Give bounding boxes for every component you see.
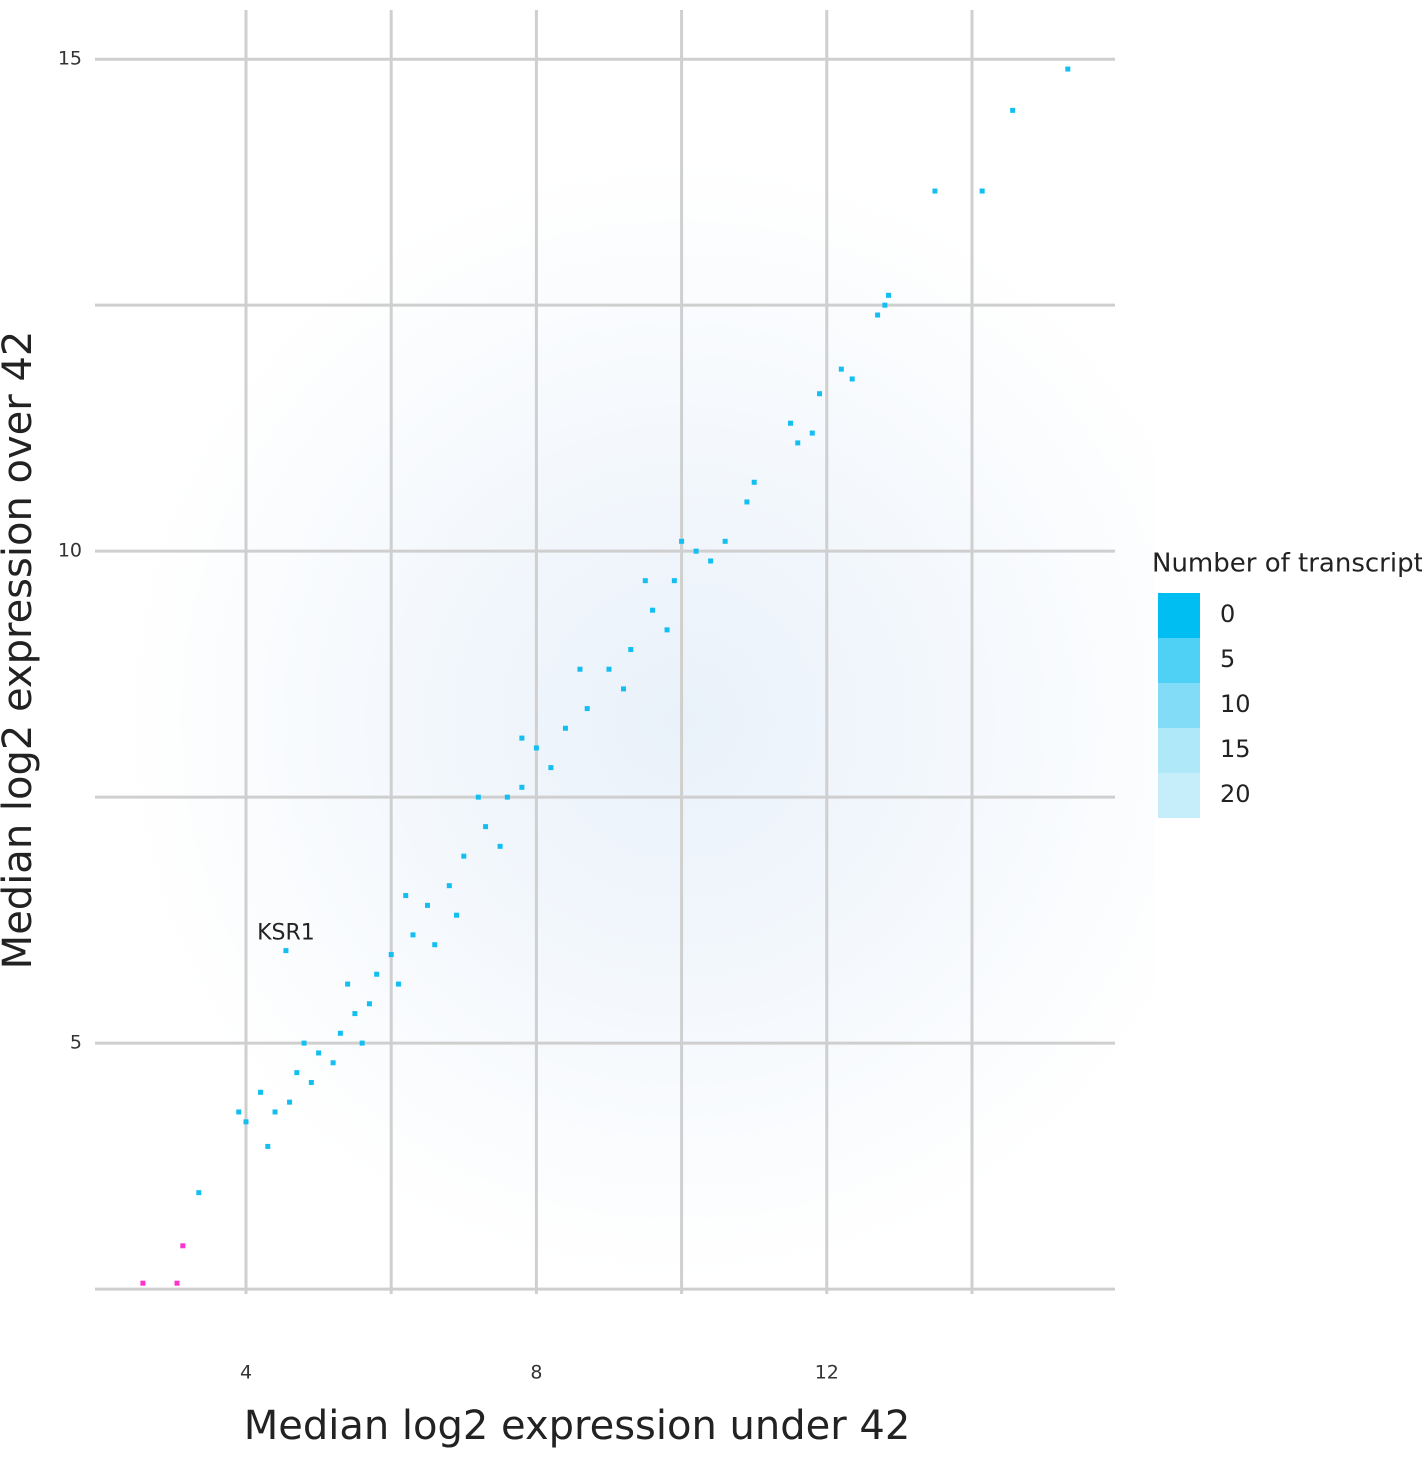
point — [403, 893, 409, 899]
legend-swatch — [1158, 638, 1200, 683]
point — [979, 188, 985, 194]
point — [366, 1001, 372, 1007]
point — [744, 499, 750, 505]
x-axis-title: Median log2 expression under 42 — [244, 1403, 911, 1449]
point — [243, 1119, 249, 1125]
point — [272, 1109, 278, 1115]
point — [795, 440, 801, 446]
point — [519, 784, 525, 790]
point — [621, 686, 627, 692]
legend-swatch — [1158, 593, 1200, 638]
point — [751, 479, 757, 485]
point — [388, 952, 394, 958]
point — [693, 548, 699, 554]
point — [533, 745, 539, 751]
point — [722, 538, 728, 544]
point — [708, 558, 714, 564]
point — [174, 1280, 180, 1286]
point — [628, 647, 634, 653]
point — [1065, 66, 1071, 72]
point — [642, 578, 648, 584]
point — [454, 912, 460, 918]
point — [424, 902, 430, 908]
point — [562, 725, 568, 731]
point — [932, 188, 938, 194]
legend-label: 0 — [1220, 600, 1235, 628]
legend-label: 10 — [1220, 690, 1251, 718]
point — [359, 1040, 365, 1046]
y-tick-label: 5 — [70, 1032, 82, 1054]
point — [283, 948, 289, 954]
point — [817, 391, 823, 397]
point — [885, 292, 891, 298]
point — [504, 794, 510, 800]
point — [519, 735, 525, 741]
point — [548, 765, 554, 771]
legend-label: 20 — [1220, 780, 1251, 808]
point — [838, 366, 844, 372]
point — [374, 971, 380, 977]
point — [294, 1070, 300, 1076]
legend-swatch — [1158, 728, 1200, 773]
point — [650, 607, 656, 613]
point — [410, 932, 416, 938]
point — [265, 1143, 271, 1149]
point — [882, 302, 888, 308]
legend-swatch — [1158, 773, 1200, 818]
point — [316, 1050, 322, 1056]
x-tick-label: 12 — [815, 1362, 839, 1384]
point — [337, 1030, 343, 1036]
point — [584, 706, 590, 712]
x-tick-label: 8 — [530, 1362, 542, 1384]
point — [679, 538, 685, 544]
point — [475, 794, 481, 800]
point — [497, 843, 503, 849]
point — [809, 430, 815, 436]
point — [330, 1060, 336, 1066]
x-tick-label: 4 — [240, 1362, 252, 1384]
legend-title: Number of transcripts — [1152, 549, 1422, 579]
density-background — [95, 0, 1155, 1469]
annotation: KSR1 — [257, 921, 315, 946]
point — [875, 312, 881, 318]
point — [577, 666, 583, 672]
point — [671, 578, 677, 584]
point — [664, 627, 670, 633]
legend-label: 15 — [1220, 735, 1251, 763]
point — [446, 883, 452, 889]
point — [461, 853, 467, 859]
point — [345, 981, 351, 987]
point — [140, 1280, 146, 1286]
point — [258, 1089, 264, 1095]
point — [301, 1040, 307, 1046]
y-tick-label: 15 — [58, 48, 82, 70]
point — [483, 824, 489, 830]
point — [849, 376, 855, 382]
point — [1010, 107, 1016, 113]
point — [180, 1243, 186, 1249]
y-axis-title: Median log2 expression over 42 — [0, 331, 41, 970]
point — [352, 1011, 358, 1017]
point — [287, 1099, 293, 1105]
point — [236, 1109, 242, 1115]
point — [308, 1079, 314, 1085]
point — [606, 666, 612, 672]
point — [787, 420, 793, 426]
y-tick-label: 10 — [58, 540, 82, 562]
legend-swatch — [1158, 683, 1200, 728]
point — [196, 1190, 202, 1196]
point — [395, 981, 401, 987]
legend-label: 5 — [1220, 645, 1235, 673]
point — [432, 942, 438, 948]
